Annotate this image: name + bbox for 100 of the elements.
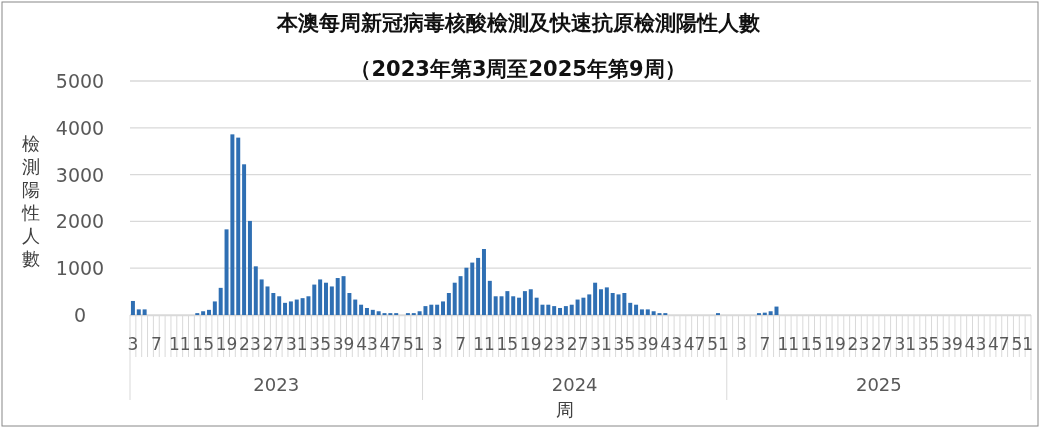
bar [587, 294, 592, 315]
bar [312, 284, 317, 315]
y-axis-title: 檢測陽性人數 [21, 133, 40, 269]
bar [253, 266, 258, 315]
x-tick-label: 15 [496, 334, 519, 354]
y-tick-label: 2000 [55, 210, 105, 233]
bar [481, 249, 486, 315]
x-tick-label: 7 [759, 334, 771, 354]
x-tick-label: 47 [683, 334, 706, 354]
bar [288, 301, 293, 315]
x-tick-label: 39 [332, 334, 355, 354]
x-tick-label: 3 [431, 334, 443, 354]
bar [324, 282, 328, 315]
bar [242, 164, 247, 315]
bar [212, 301, 217, 315]
x-tick-label: 31 [894, 334, 917, 354]
bar [364, 307, 369, 315]
x-tick-label: 47 [379, 334, 402, 354]
x-tick-label: 3 [735, 334, 747, 354]
bar [628, 302, 633, 315]
bar [639, 309, 644, 315]
bar [142, 309, 147, 315]
bar [218, 287, 223, 315]
bar [511, 296, 516, 315]
bar [359, 304, 364, 315]
x-tick-label: 23 [847, 334, 870, 354]
x-tick-label: 51 [1011, 334, 1034, 354]
x-tick-label: 31 [285, 334, 308, 354]
chart-subtitle: （2023年第3周至2025年第9周） [350, 57, 686, 81]
x-tick-label: 39 [636, 334, 659, 354]
x-tick-label: 27 [566, 334, 589, 354]
x-tick-label: 47 [988, 334, 1010, 354]
bar [563, 306, 568, 315]
bar [522, 291, 527, 315]
bar [335, 278, 340, 315]
bar [201, 311, 206, 315]
bar [271, 293, 276, 315]
bar [452, 282, 457, 315]
bar [634, 304, 639, 315]
y-tick-label: 0 [73, 304, 87, 326]
text: 2025 [855, 374, 902, 395]
x-tick-label: 43 [660, 334, 683, 354]
bar [598, 289, 603, 315]
x-tick-label: 7 [150, 334, 162, 354]
x-tick-label: 11 [168, 334, 191, 354]
bar [470, 262, 475, 315]
bar [247, 220, 252, 315]
bar [277, 296, 282, 315]
y-tick-label: 4000 [55, 116, 105, 139]
bar [441, 301, 445, 315]
bar [283, 302, 288, 315]
x-tick-label: 11 [473, 334, 495, 354]
bar [429, 304, 434, 315]
bar [610, 293, 615, 315]
bar [768, 311, 773, 315]
bar [558, 307, 563, 315]
x-tick-label: 43 [356, 334, 378, 354]
text: 2023 [253, 374, 300, 395]
bar [569, 304, 574, 315]
bar [318, 279, 323, 315]
text: 2024 [551, 374, 598, 395]
bar [376, 311, 381, 315]
y-tick-label: 3000 [55, 163, 105, 186]
bar [236, 137, 241, 315]
bar [207, 309, 211, 315]
x-tick-label: 31 [590, 334, 612, 354]
y-tick-label: 5000 [55, 70, 105, 92]
bar [136, 309, 141, 315]
x-tick-label: 15 [192, 334, 214, 354]
x-tick-label: 19 [215, 334, 238, 354]
bar [645, 309, 650, 315]
x-tick-label: 23 [543, 334, 565, 354]
bar [476, 257, 481, 315]
x-tick-label: 27 [262, 334, 285, 354]
bar [493, 296, 498, 315]
x-tick-label: 19 [519, 334, 542, 354]
x-tick-label: 51 [402, 334, 425, 354]
bar [604, 287, 609, 315]
bar [259, 279, 264, 315]
x-tick-label: 35 [613, 334, 636, 354]
x-tick-label: 3 [127, 334, 139, 354]
x-tick-label: 7 [455, 334, 466, 354]
bar [294, 299, 299, 315]
x-tick-label: 39 [941, 334, 963, 354]
x-tick-label: 35 [309, 334, 331, 354]
bar [552, 306, 557, 315]
bar [546, 304, 551, 315]
x-tick-label: 15 [800, 334, 823, 354]
bar [593, 282, 598, 315]
x-axis-title: 周 [555, 399, 574, 420]
bar [528, 289, 533, 315]
x-tick-label: 23 [239, 334, 261, 354]
chart-title: 本澳每周新冠病毒核酸檢測及快速抗原檢測陽性人數 [275, 11, 761, 35]
bar [517, 297, 522, 315]
bar [130, 300, 135, 315]
bar [370, 309, 375, 315]
bar [329, 286, 334, 315]
y-tick-label: 1000 [55, 257, 105, 280]
bar [435, 304, 440, 315]
x-tick-label: 11 [777, 334, 800, 354]
